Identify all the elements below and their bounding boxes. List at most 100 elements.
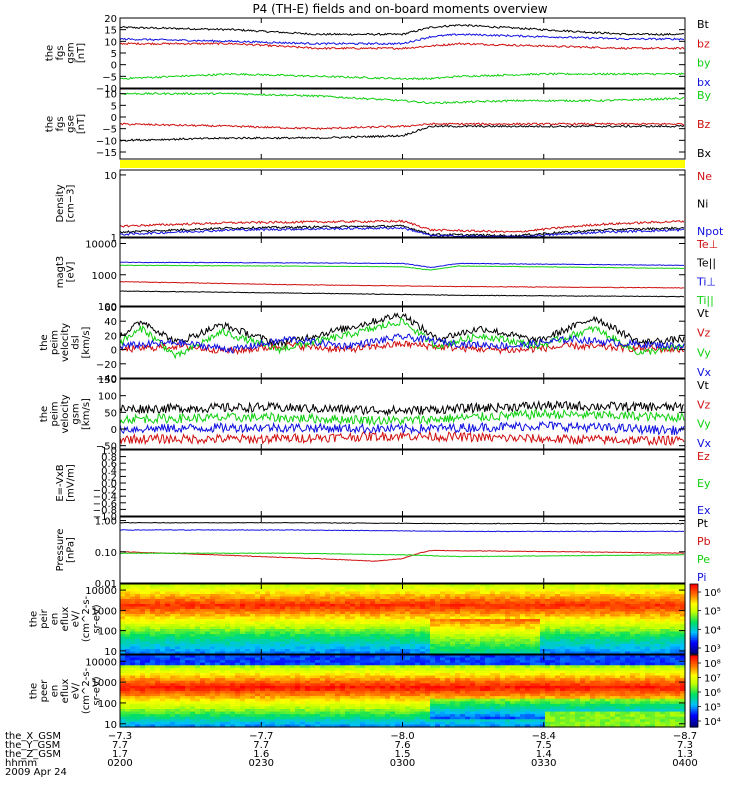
spectrogram-cell — [680, 631, 686, 635]
spectrogram-cell — [255, 646, 261, 650]
spectrogram-cell — [450, 609, 456, 613]
spectrogram-cell — [270, 649, 276, 653]
spectrogram-cell — [320, 601, 326, 605]
spectrogram-cell — [570, 670, 576, 674]
spectrogram-cell — [425, 599, 431, 603]
spectrogram-cell — [265, 596, 271, 600]
spectrogram-cell — [670, 589, 676, 593]
spectrogram-cell — [410, 584, 416, 588]
y-axis-label-line: E=-VxB — [55, 464, 66, 501]
spectrogram-cell — [625, 606, 631, 610]
spectrogram-cell — [180, 662, 186, 666]
spectrogram-cell — [645, 614, 651, 618]
spectrogram-cell — [660, 619, 666, 623]
spectrogram-cell — [525, 651, 531, 655]
spectrogram-cell — [340, 683, 346, 687]
spectrogram-cell — [680, 599, 686, 603]
spectrogram-cell — [510, 644, 516, 648]
spectrogram-cell — [355, 604, 361, 608]
spectrogram-cell — [580, 624, 586, 628]
spectrogram-cell — [140, 680, 146, 684]
spectrogram-cell — [425, 665, 431, 669]
spectrogram-cell — [595, 599, 601, 603]
spectrogram-cell — [515, 657, 521, 661]
spectrogram-cell — [250, 631, 256, 635]
spectrogram-cell — [590, 601, 596, 605]
y-axis-label-line: eV/ — [71, 610, 82, 627]
spectrogram-cell — [130, 626, 136, 630]
spectrogram-cell — [385, 594, 391, 598]
spectrogram-cell — [530, 680, 536, 684]
series-line-Vy — [119, 317, 685, 360]
spectrogram-cell — [565, 596, 571, 600]
spectrogram-cell — [225, 596, 231, 600]
spectrogram-cell — [455, 601, 461, 605]
spectrogram-cell — [675, 651, 681, 655]
spectrogram-cell — [495, 606, 501, 610]
spectrogram-cell — [475, 599, 481, 603]
spectrogram-cell — [145, 639, 151, 643]
spectrogram-cell — [405, 636, 411, 640]
spectrogram-cell — [590, 662, 596, 666]
spectrogram-cell — [505, 678, 511, 682]
spectrogram-cell — [480, 651, 486, 655]
spectrogram-cell — [455, 589, 461, 593]
spectrogram-cell — [670, 631, 676, 635]
spectrogram-cell — [515, 644, 521, 648]
spectrogram-cell — [175, 611, 181, 615]
spectrogram-cell — [615, 670, 621, 674]
spectrogram-cell — [630, 611, 636, 615]
spectrogram-cell — [665, 670, 671, 674]
spectrogram-cell — [145, 680, 151, 684]
spectrogram-cell — [475, 586, 481, 590]
spectrogram-cell — [435, 606, 441, 610]
spectrogram-cell — [655, 616, 661, 620]
spectrogram-cell — [345, 624, 351, 628]
spectrogram-cell — [455, 673, 461, 677]
spectrogram-cell — [640, 644, 646, 648]
spectrogram-cell — [245, 584, 251, 588]
spectrogram-cell — [440, 670, 446, 674]
spectrogram-cell — [300, 614, 306, 618]
spectrogram-cell — [595, 616, 601, 620]
spectrogram-cell — [200, 634, 206, 638]
spectrogram-cell — [425, 680, 431, 684]
spectrogram-cell — [635, 624, 641, 628]
spectrogram-cell — [370, 662, 376, 666]
y-axis-label-line: gse — [65, 115, 76, 133]
spectrogram-cell — [225, 604, 231, 608]
spectrogram-cell — [510, 639, 516, 643]
spectrogram-cell — [335, 680, 341, 684]
spectrogram-cell — [660, 649, 666, 653]
spectrogram-cell — [210, 626, 216, 630]
spectrogram-cell — [435, 611, 441, 615]
spectrogram-cell — [445, 594, 451, 598]
spectrogram-cell — [375, 629, 381, 633]
spectrogram-cell — [430, 601, 436, 605]
spectrogram-cell — [460, 601, 466, 605]
spectrogram-cell — [150, 678, 156, 682]
colorbar-cell — [690, 594, 698, 597]
spectrogram-cell — [680, 651, 686, 655]
spectrogram-cell — [480, 649, 486, 653]
spectrogram-cell — [365, 657, 371, 661]
spectrogram-cell — [590, 589, 596, 593]
spectrogram-cell — [625, 586, 631, 590]
spectrogram-cell — [345, 660, 351, 664]
spectrogram-cell — [630, 601, 636, 605]
spectrogram-cell — [325, 616, 331, 620]
spectrogram-cell — [680, 584, 686, 588]
spectrogram-cell — [200, 680, 206, 684]
spectrogram-cell — [145, 644, 151, 648]
spectrogram-cell — [610, 629, 616, 633]
spectrogram-cell — [650, 649, 656, 653]
spectrogram-cell — [510, 641, 516, 645]
spectrogram-cell — [160, 639, 166, 643]
spectrogram-cell — [300, 584, 306, 588]
spectrogram-cell — [500, 651, 506, 655]
spectrogram-cell — [475, 678, 481, 682]
spectrogram-cell — [270, 662, 276, 666]
y-axis-label: magt3 [eV] — [55, 256, 77, 289]
spectrogram-cell — [490, 639, 496, 643]
spectrogram-cell — [200, 599, 206, 603]
